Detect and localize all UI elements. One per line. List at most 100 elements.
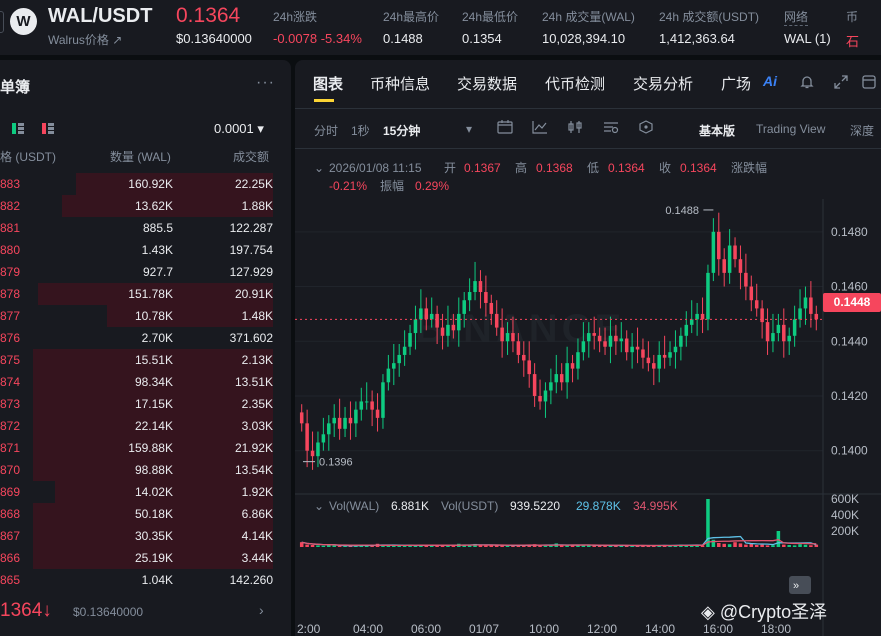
scroll-latest-button[interactable] — [789, 576, 811, 594]
candlestick-chart[interactable]: 0.1480 0.1460 0.1440 0.1420 0.1400 600K 400K 20… — [295, 149, 881, 636]
vol-chevron-icon[interactable]: ⌄ — [314, 499, 324, 513]
tab-square[interactable]: 广场 — [721, 76, 752, 93]
ask-row[interactable]: 878 151.78K 20.91K — [0, 283, 273, 305]
candle — [354, 409, 358, 424]
tab-coin-info[interactable]: 币种信息 — [370, 76, 431, 93]
collapse-panel-icon[interactable] — [0, 11, 4, 33]
ask-row[interactable]: 880 1.43K 197.754 — [0, 239, 273, 261]
view-basic[interactable]: 基本版 — [699, 124, 736, 138]
ask-row[interactable]: 871 159.88K 21.92K — [0, 437, 273, 459]
interval-15m[interactable]: 15分钟 — [383, 124, 421, 138]
ask-row[interactable]: 867 30.35K 4.14K — [0, 525, 273, 547]
ask-row[interactable]: 870 98.88K 13.54K — [0, 459, 273, 481]
ask-row[interactable]: 874 98.34K 13.51K — [0, 371, 273, 393]
stat-24h-turnover-value: 1,412,363.64 — [659, 31, 735, 46]
candle — [576, 352, 580, 369]
ask-row[interactable]: 879 927.7 127.929 — [0, 261, 273, 283]
ask-row[interactable]: 882 13.62K 1.88K — [0, 195, 273, 217]
order-book-panel: 单簿 ··· 0.0001 ▾ 格 (USDT) 数量 (WAL) 成交额 88… — [0, 60, 291, 636]
indicator-settings-icon[interactable] — [603, 120, 619, 134]
ask-row[interactable]: 865 1.04K 142.260 — [0, 569, 273, 591]
ask-row[interactable]: 881 885.5 122.287 — [0, 217, 273, 239]
volume-bar — [787, 545, 791, 547]
candle — [359, 401, 364, 410]
column-qty: 数量 (WAL) — [110, 150, 171, 164]
pair-title[interactable]: WAL/USDT — [48, 5, 153, 27]
tab-token-check[interactable]: 代币检测 — [545, 76, 606, 93]
candle — [722, 259, 726, 273]
ask-row[interactable]: 883 160.92K 22.25K — [0, 173, 273, 195]
ask-row[interactable]: 868 50.18K 6.86K — [0, 503, 273, 525]
interval-1s[interactable]: 1秒 — [351, 124, 370, 138]
token-price-link[interactable]: Walrus价格 ↗ — [48, 33, 123, 47]
chevron-right-icon[interactable]: › — [259, 602, 264, 618]
ask-row[interactable]: 876 2.70K 371.602 — [0, 327, 273, 349]
interval-time-sharing[interactable]: 分时 — [314, 124, 339, 138]
ask-total: 122.287 — [229, 221, 273, 235]
volume-bar — [809, 545, 813, 547]
volume-bar — [435, 545, 439, 547]
hexagon-tool-icon[interactable] — [638, 120, 654, 134]
volume-bar — [343, 545, 347, 547]
calendar-icon[interactable] — [497, 120, 513, 134]
stat-24h-change-value: -0.0078 -5.34% — [273, 31, 362, 46]
tab-trade-analysis[interactable]: 交易分析 — [633, 76, 694, 93]
depth-bar — [107, 305, 273, 327]
expand-icon[interactable] — [833, 74, 849, 90]
ask-row[interactable]: 877 10.78K 1.48K — [0, 305, 273, 327]
volume-bar — [765, 545, 770, 547]
view-both-icon[interactable] — [12, 123, 24, 134]
volume-tick-label: 400K — [831, 508, 859, 522]
view-asks-icon[interactable] — [42, 123, 54, 134]
ask-row[interactable]: 869 14.02K 1.92K — [0, 481, 273, 503]
ask-qty: 151.78K — [128, 287, 173, 301]
tab-chart[interactable]: 图表 — [313, 76, 344, 93]
volume-tick-label: 600K — [831, 492, 859, 506]
ask-row[interactable]: 866 25.19K 3.44K — [0, 547, 273, 569]
tab-trading-data[interactable]: 交易数据 — [457, 76, 518, 93]
stat-network-label: 网络 — [784, 10, 809, 26]
candle — [327, 423, 331, 435]
layout-icon[interactable] — [861, 74, 877, 90]
stat-network-value[interactable]: WAL (1) — [784, 31, 831, 46]
ask-row[interactable]: 872 22.14K 3.03K — [0, 415, 273, 437]
volume-bar — [673, 545, 678, 547]
ask-qty: 1.43K — [141, 243, 173, 257]
ask-price: 883 — [0, 177, 21, 191]
view-tradingview[interactable]: Trading View — [756, 122, 826, 136]
candlestick-icon[interactable] — [567, 120, 583, 134]
view-depth[interactable]: 深度 — [850, 124, 875, 138]
ask-row[interactable]: 873 17.15K 2.35K — [0, 393, 273, 415]
ask-total: 371.602 — [229, 331, 273, 345]
ask-qty: 10.78K — [134, 309, 173, 323]
ask-row[interactable]: 875 15.51K 2.13K — [0, 349, 273, 371]
volume-bar — [408, 545, 412, 547]
candle — [760, 308, 764, 323]
more-options-icon[interactable]: ··· — [256, 74, 275, 91]
ask-qty: 50.18K — [134, 507, 173, 521]
ask-qty: 885.5 — [142, 221, 173, 235]
interval-dropdown-icon[interactable]: ▾ — [466, 122, 473, 136]
volume-bar — [576, 545, 580, 547]
ohlc-chevron-icon[interactable]: ⌄ — [314, 161, 324, 175]
stat-24h-turnover-label: 24h 成交额(USDT) — [659, 10, 760, 24]
ask-qty: 22.14K — [134, 419, 173, 433]
precision-select[interactable]: 0.0001 ▾ — [214, 121, 264, 136]
stat-24h-low-label: 24h最低价 — [462, 10, 519, 24]
candle — [543, 390, 548, 402]
ask-total: 1.48K — [241, 309, 273, 323]
ask-price: 866 — [0, 551, 21, 565]
candle — [695, 313, 699, 320]
volume-bar — [706, 499, 710, 547]
price-tick-label: 0.1420 — [831, 389, 868, 403]
depth-bar — [33, 349, 273, 371]
candle — [364, 401, 369, 403]
ask-total: 2.13K — [241, 353, 273, 367]
ai-icon[interactable]: Ai — [763, 73, 777, 89]
bell-icon[interactable] — [799, 74, 815, 90]
line-chart-icon[interactable] — [532, 120, 548, 134]
candle — [516, 341, 521, 355]
candle — [684, 324, 689, 336]
candle — [381, 382, 385, 418]
volume-bar — [570, 544, 575, 547]
